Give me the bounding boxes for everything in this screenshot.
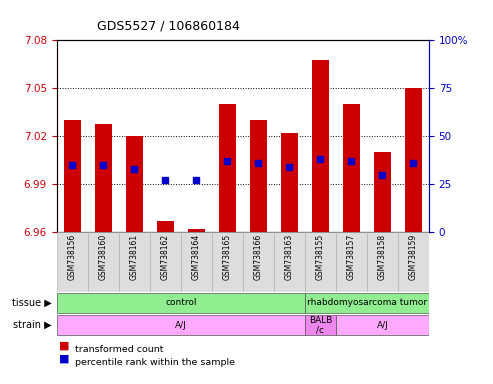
Text: GSM738157: GSM738157	[347, 234, 356, 280]
Bar	[243, 232, 274, 292]
Bar	[312, 60, 329, 232]
Bar	[305, 315, 336, 335]
Bar	[150, 232, 181, 292]
Text: GSM738156: GSM738156	[68, 234, 77, 280]
Text: GSM738165: GSM738165	[223, 234, 232, 280]
Text: GSM738162: GSM738162	[161, 234, 170, 280]
Bar	[305, 293, 429, 313]
Bar	[57, 315, 305, 335]
Text: GSM738166: GSM738166	[254, 234, 263, 280]
Bar	[274, 232, 305, 292]
Text: transformed count: transformed count	[75, 344, 164, 354]
Bar	[336, 315, 429, 335]
Bar	[88, 232, 119, 292]
Text: GSM738160: GSM738160	[99, 234, 108, 280]
Bar	[374, 152, 391, 232]
Bar	[219, 104, 236, 232]
Bar	[95, 124, 112, 232]
Text: GSM738155: GSM738155	[316, 234, 325, 280]
Bar	[57, 232, 88, 292]
Text: GSM738159: GSM738159	[409, 234, 418, 280]
Text: tissue ▶: tissue ▶	[12, 298, 52, 308]
Bar	[64, 120, 81, 232]
Text: ■: ■	[59, 341, 70, 351]
Text: percentile rank within the sample: percentile rank within the sample	[75, 358, 236, 367]
Bar	[212, 232, 243, 292]
Text: GSM738158: GSM738158	[378, 234, 387, 280]
Text: ■: ■	[59, 354, 70, 364]
Text: strain ▶: strain ▶	[13, 320, 52, 330]
Bar	[119, 232, 150, 292]
Bar	[398, 232, 429, 292]
Bar	[57, 293, 305, 313]
Text: rhabdomyosarcoma tumor: rhabdomyosarcoma tumor	[307, 298, 427, 308]
Text: control: control	[165, 298, 197, 308]
Bar	[405, 88, 422, 232]
Text: BALB
/c: BALB /c	[309, 316, 332, 335]
Text: GSM738163: GSM738163	[285, 234, 294, 280]
Bar	[181, 232, 212, 292]
Bar	[367, 232, 398, 292]
Bar	[305, 232, 336, 292]
Text: GSM738161: GSM738161	[130, 234, 139, 280]
Bar	[157, 221, 174, 232]
Text: A/J: A/J	[175, 321, 187, 330]
Text: GSM738164: GSM738164	[192, 234, 201, 280]
Bar	[336, 232, 367, 292]
Bar	[250, 120, 267, 232]
Bar	[281, 133, 298, 232]
Bar	[126, 136, 143, 232]
Bar	[188, 229, 205, 232]
Text: A/J: A/J	[377, 321, 388, 330]
Bar	[343, 104, 360, 232]
Text: GDS5527 / 106860184: GDS5527 / 106860184	[97, 20, 240, 33]
